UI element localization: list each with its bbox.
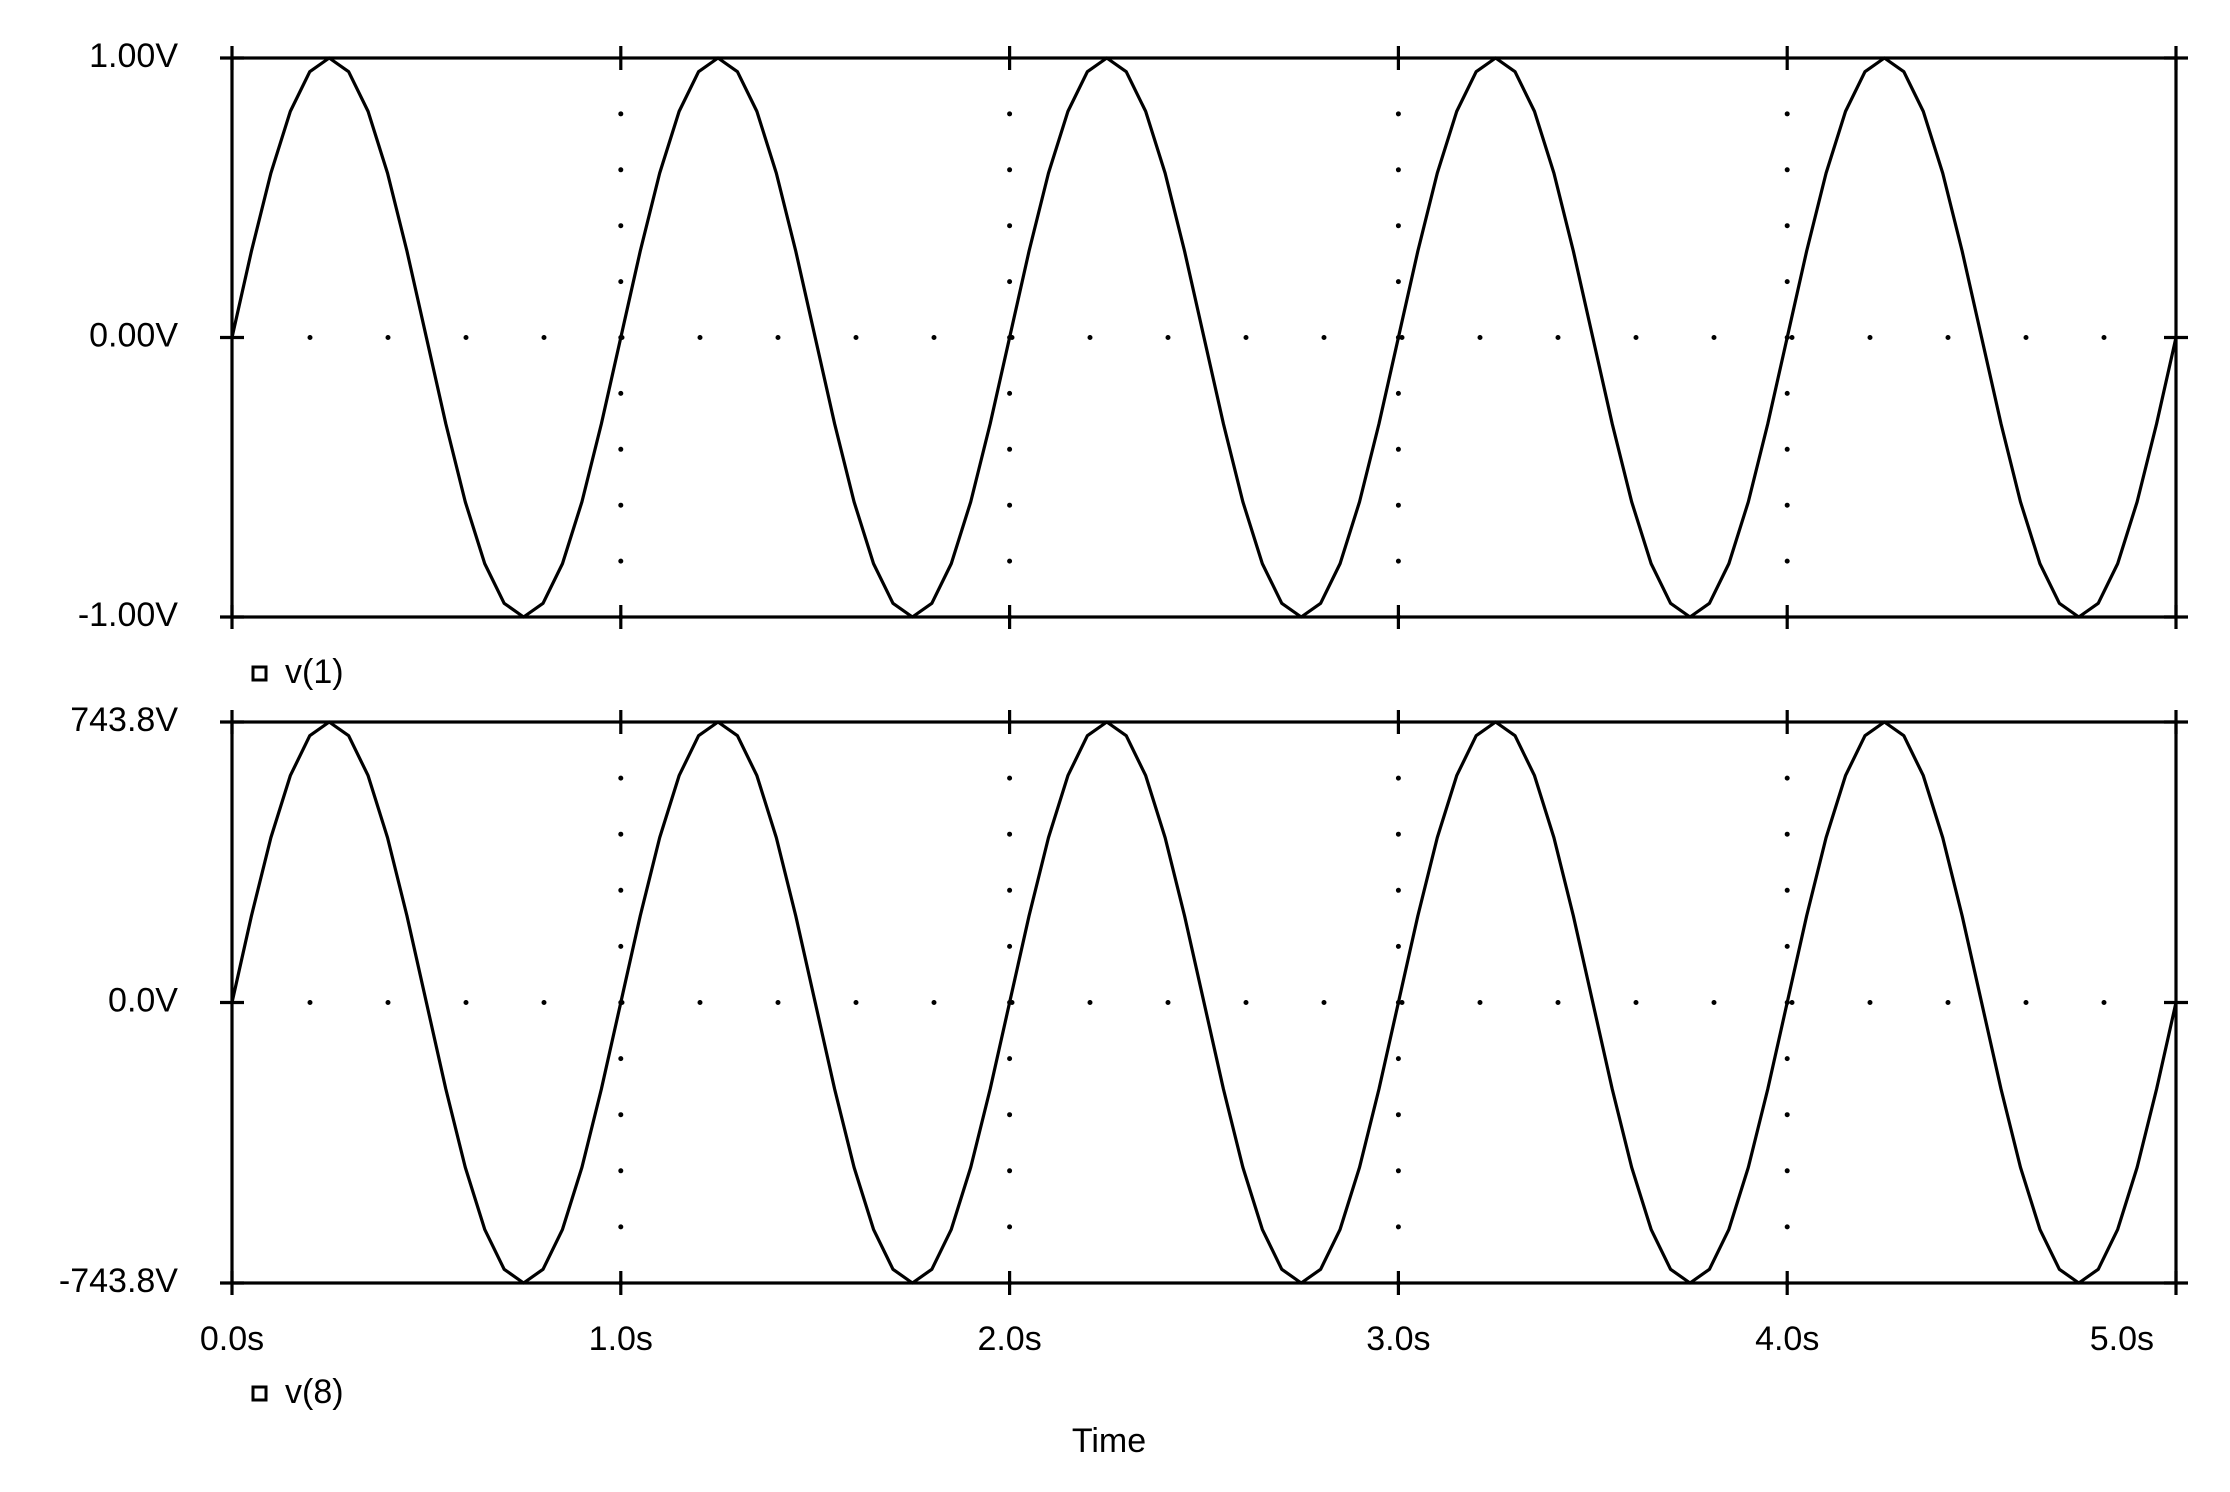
y-tick-label: -1.00V xyxy=(78,596,178,634)
legend-marker xyxy=(251,1385,268,1402)
y-tick-label: 743.8V xyxy=(70,701,178,739)
line-series xyxy=(230,56,2178,619)
legend-marker xyxy=(251,665,268,682)
y-tick-label: -743.8V xyxy=(59,1262,178,1300)
x-tick-label: 0.0s xyxy=(200,1320,264,1358)
x-tick-label: 1.0s xyxy=(589,1320,653,1358)
y-tick-label: 0.00V xyxy=(89,316,178,354)
x-tick-label: 4.0s xyxy=(1755,1320,1819,1358)
x-tick-label: 2.0s xyxy=(977,1320,1041,1358)
y-tick-label: 1.00V xyxy=(89,37,178,75)
line-series xyxy=(230,720,2178,1285)
y-tick-label: 0.0V xyxy=(108,981,178,1019)
x-axis-label: Time xyxy=(1072,1422,1146,1460)
x-tick-label: 3.0s xyxy=(1366,1320,1430,1358)
legend-label: v(1) xyxy=(285,653,344,691)
x-tick-label: 5.0s xyxy=(2090,1320,2154,1358)
legend-label: v(8) xyxy=(285,1373,344,1411)
